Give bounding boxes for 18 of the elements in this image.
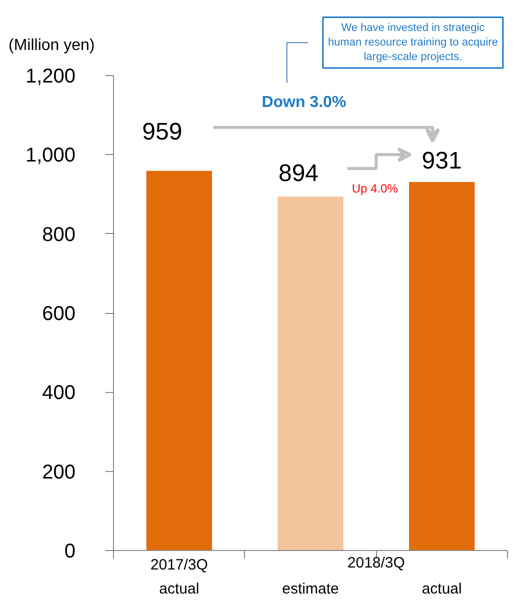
data-label: 931 xyxy=(422,147,462,174)
text: 2018/3Q xyxy=(347,554,405,572)
x-tick-label: actual xyxy=(422,580,462,598)
x-tick-label: estimate xyxy=(282,580,339,598)
y-tick-label: 1,200 xyxy=(25,66,76,88)
y-tick-label: 0 xyxy=(64,540,76,562)
x-tick-label: 2017/3Q actual xyxy=(150,556,208,598)
annotation: Down 3.0% xyxy=(262,94,346,111)
y-tick-label: 800 xyxy=(42,224,76,246)
y-axis-title: (Million yen) xyxy=(8,37,95,54)
y-tick-label: 200 xyxy=(42,461,76,484)
data-label: 959 xyxy=(142,118,182,146)
y-tick-label: 1,000 xyxy=(25,144,76,167)
y-tick-label: 600 xyxy=(42,303,76,325)
annotation: Up 4.0% xyxy=(352,182,398,196)
y-tick-label: 400 xyxy=(42,382,76,404)
data-label: 894 xyxy=(278,160,319,188)
text: We have invested in strategic human resource training to acquire large-scale projects. xyxy=(328,22,498,64)
